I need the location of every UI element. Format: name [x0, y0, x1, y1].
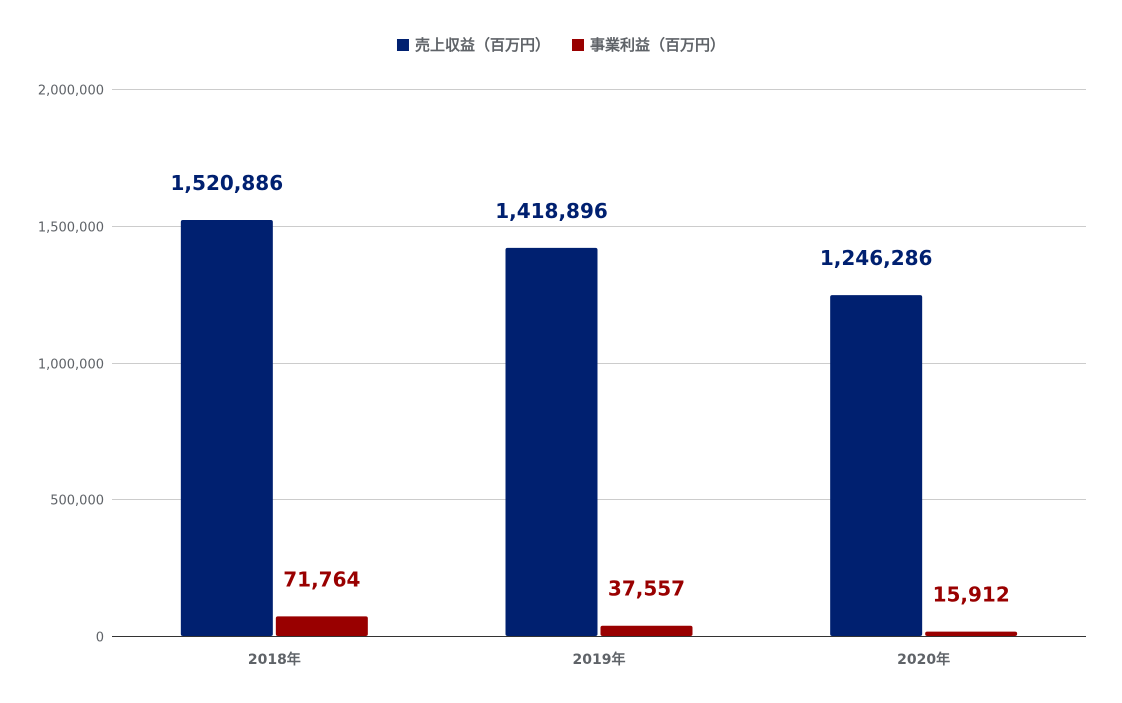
data-labels: 1,520,886 71,764 1,418,896 37,557 1,246,286 1… — [171, 171, 1010, 607]
data-label-operating-profit: 15,912 — [933, 583, 1010, 607]
legend-swatch — [572, 39, 584, 51]
y-tick-label: 1,000,000 — [38, 358, 104, 373]
bars — [180, 220, 1018, 637]
gridlines — [112, 89, 1086, 637]
bar-revenue — [180, 220, 273, 637]
legend: 売上収益（百万円） 事業利益（百万円） — [396, 36, 725, 54]
legend-item-operating-profit: 事業利益（百万円） — [572, 36, 725, 54]
y-tick-label: 2,000,000 — [38, 84, 104, 99]
y-tick-label: 500,000 — [50, 494, 104, 509]
bar-revenue — [830, 295, 923, 636]
data-label-revenue: 1,246,286 — [820, 246, 933, 270]
legend-label: 事業利益（百万円） — [590, 36, 725, 54]
x-tick-label: 2018年 — [248, 651, 301, 668]
data-label-revenue: 1,520,886 — [171, 171, 284, 195]
y-tick-label: 1,500,000 — [38, 221, 104, 236]
x-tick-label: 2020年 — [897, 651, 950, 668]
y-tick-label: 0 — [96, 631, 104, 646]
x-axis-ticks: 2018年 2019年 2020年 — [248, 651, 950, 668]
bar-operating-profit — [925, 631, 1018, 636]
bar-operating-profit — [275, 616, 368, 636]
data-label-operating-profit: 71,764 — [283, 567, 360, 591]
legend-label: 売上収益（百万円） — [415, 36, 550, 54]
data-label-operating-profit: 37,557 — [608, 577, 685, 601]
legend-swatch — [396, 39, 409, 51]
y-axis-ticks: 0 500,000 1,000,000 1,500,000 2,000,000 — [38, 84, 104, 646]
legend-item-revenue: 売上収益（百万円） — [396, 36, 550, 54]
bar-operating-profit — [600, 625, 693, 636]
x-tick-label: 2019年 — [573, 651, 626, 668]
bar-revenue — [505, 247, 598, 636]
data-label-revenue: 1,418,896 — [495, 199, 608, 223]
